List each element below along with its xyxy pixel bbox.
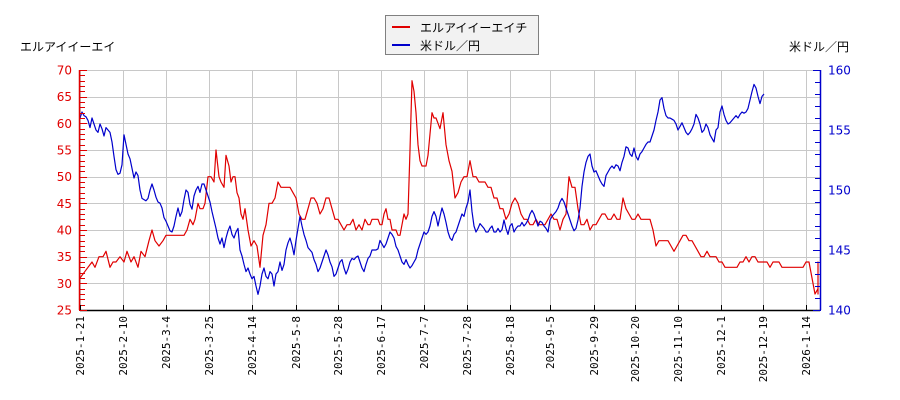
svg-text:2025-3-25: 2025-3-25 [203,316,216,376]
svg-text:2025-12-1: 2025-12-1 [715,316,728,376]
right-axis-ticks: 140 145 150 155 160 [813,64,851,318]
svg-text:2025-7-7: 2025-7-7 [418,316,431,369]
svg-text:2025-7-28: 2025-7-28 [461,316,474,376]
svg-text:50: 50 [57,170,72,184]
svg-text:70: 70 [57,64,72,78]
svg-text:145: 145 [828,244,851,258]
left-axis-title: エルアイイーエイ [20,40,116,54]
x-axis-ticks: 2025-1-21 2025-2-10 2025-3-4 2025-3-25 2025-… [74,305,813,382]
grid-lines [80,70,820,311]
svg-text:60: 60 [57,117,72,131]
svg-text:2025-2-10: 2025-2-10 [117,316,130,376]
legend-label-liehi: エルアイイーエイチ [420,20,528,35]
svg-text:35: 35 [57,250,72,264]
svg-text:2025-12-19: 2025-12-19 [757,316,770,382]
legend-swatch-red [392,26,410,28]
svg-text:2025-6-17: 2025-6-17 [375,316,388,376]
left-axis-ticks: 25 30 35 40 45 50 55 60 65 70 [57,64,87,318]
svg-text:2025-8-18: 2025-8-18 [504,316,517,376]
svg-text:160: 160 [828,64,851,78]
svg-text:45: 45 [57,197,72,211]
series-liehi-line [79,80,819,295]
chart-legend: エルアイイーエイチ 米ドル／円 [385,15,539,55]
svg-text:65: 65 [57,90,72,104]
right-axis-title: 米ドル／円 [789,40,850,54]
svg-text:2025-9-5: 2025-9-5 [544,316,557,369]
svg-text:30: 30 [57,277,72,291]
svg-text:40: 40 [57,224,72,238]
svg-text:25: 25 [57,304,72,318]
svg-text:2025-11-10: 2025-11-10 [672,316,685,382]
legend-swatch-blue [392,44,410,46]
svg-text:2025-10-20: 2025-10-20 [629,316,642,382]
series-usdjpy-line [79,83,765,295]
svg-text:55: 55 [57,144,72,158]
legend-item-liehi: エルアイイーエイチ [392,18,527,36]
svg-text:2025-3-4: 2025-3-4 [160,316,173,369]
svg-text:2025-5-28: 2025-5-28 [332,316,345,376]
svg-text:140: 140 [828,304,851,318]
legend-item-usdjpy: 米ドル／円 [392,36,480,54]
svg-text:2025-9-29: 2025-9-29 [588,316,601,376]
svg-text:2025-4-14: 2025-4-14 [246,316,259,376]
svg-text:2026-1-14: 2026-1-14 [800,316,813,376]
svg-text:2025-1-21: 2025-1-21 [74,316,87,376]
svg-text:155: 155 [828,124,851,138]
legend-label-usdjpy: 米ドル／円 [420,38,481,53]
svg-text:2025-5-8: 2025-5-8 [290,316,303,369]
axes [78,70,822,312]
svg-text:150: 150 [828,184,851,198]
